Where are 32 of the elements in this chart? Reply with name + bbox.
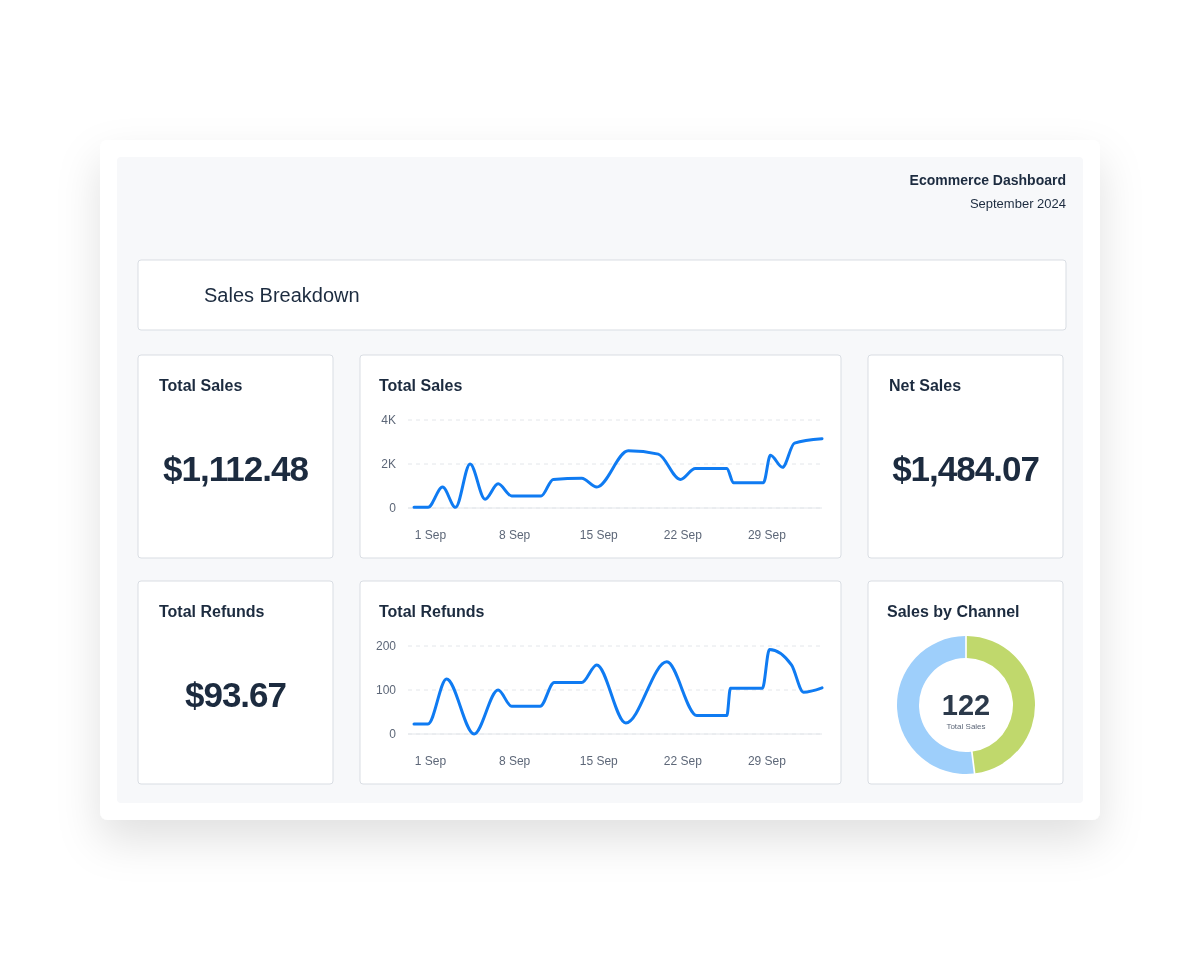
x-tick-label: 15 Sep [579,528,619,543]
y-tick-label: 4K [381,413,396,428]
x-tick-label: 1 Sep [414,528,447,543]
y-tick-label: 0 [389,727,397,742]
text: September 2024 [969,196,1066,211]
line-series [412,648,824,736]
x-tick-label: 15 Sep [579,754,619,769]
text: 122 [941,689,991,721]
y-tick-label: 200 [375,639,397,654]
x-tick-label: 22 Sep [663,754,703,769]
text: Total Refunds [159,603,265,620]
x-tick-label: 29 Sep [747,754,787,769]
text: $1,112.48 [163,449,309,488]
text: Sales Breakdown [204,284,360,306]
text: Total Sales [946,722,986,731]
text: $93.67 [184,675,287,714]
chart-title: Total Sales [379,377,463,394]
y-tick-label: 2K [381,457,396,472]
text: $1,484.07 [892,449,1039,488]
text: Ecommerce Dashboard [909,172,1066,188]
chart-title: Total Refunds [379,603,485,620]
x-tick-label: 8 Sep [498,528,531,543]
x-tick-label: 29 Sep [747,528,787,543]
y-tick-label: 100 [375,683,397,698]
x-tick-label: 8 Sep [498,754,531,769]
line-series [412,437,824,509]
y-tick-label: 0 [389,501,397,516]
chart-title: Sales by Channel [887,603,1020,620]
x-tick-label: 1 Sep [414,754,447,769]
text: Total Sales [159,377,243,394]
x-tick-label: 22 Sep [663,528,703,543]
text: Net Sales [889,377,962,394]
